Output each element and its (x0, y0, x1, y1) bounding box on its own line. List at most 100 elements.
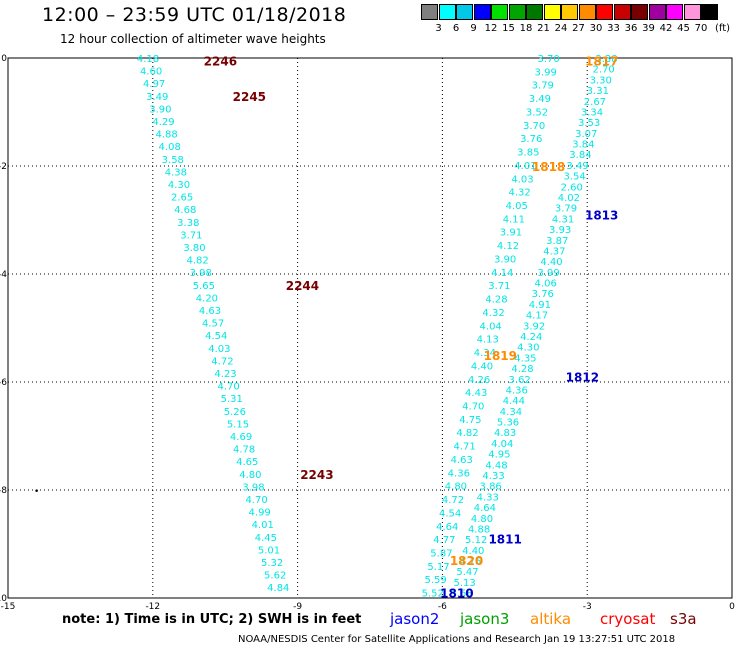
pass-time-label: 1817 (585, 55, 618, 69)
wave-height-value: 3.93 (549, 225, 571, 236)
wave-height-value: 3.99 (537, 268, 559, 279)
wave-height-value: 4.88 (468, 524, 490, 535)
wave-height-value: 5.59 (425, 575, 447, 586)
wave-height-value: 4.84 (267, 583, 289, 594)
wave-height-value: 4.40 (471, 361, 493, 372)
pass-time-label: 1818 (532, 160, 565, 174)
wave-height-value: 4.01 (252, 520, 274, 531)
wave-height-value: 4.01 (514, 161, 536, 172)
pass-time-label: 1810 (440, 587, 473, 601)
credit-line: NOAA/NESDIS Center for Satellite Applica… (238, 634, 676, 645)
legend-label: 24 (554, 23, 568, 34)
wave-height-value: 4.20 (196, 293, 218, 304)
wave-height-value: 4.29 (152, 117, 174, 128)
wave-height-value: 3.85 (517, 148, 539, 159)
wave-height-value: 4.80 (471, 514, 493, 525)
legend-label: 12 (484, 23, 498, 34)
wave-height-value: 4.68 (174, 205, 196, 216)
wave-height-value: 4.65 (236, 457, 258, 468)
wave-height-value: 5.47 (456, 567, 478, 578)
wave-height-value: 4.03 (208, 344, 230, 355)
wave-height-value: 4.14 (491, 268, 513, 279)
legend-label: 36 (624, 23, 638, 34)
wave-height-value: 5.31 (221, 394, 243, 405)
wave-height-value: 4.12 (497, 241, 519, 252)
wave-height-value: 3.84 (572, 140, 594, 151)
wave-height-value: 4.99 (249, 508, 271, 519)
legend-label: 15 (502, 23, 515, 34)
wave-height-value: 3.90 (149, 104, 171, 115)
wave-height-value: 5.87 (430, 549, 452, 560)
wave-height-value: 3.84 (569, 150, 591, 161)
wave-height-value: 3.31 (587, 86, 609, 97)
wave-height-value: 4.63 (199, 306, 221, 317)
wave-height-value: 2.65 (171, 193, 193, 204)
wave-height-value: 4.70 (245, 495, 267, 506)
wave-height-value: 4.38 (165, 167, 187, 178)
wave-height-value: 4.45 (255, 533, 277, 544)
legend-label: 45 (677, 23, 690, 34)
wave-height-value: 4.95 (488, 450, 510, 461)
legend-swatch (561, 4, 578, 20)
wave-height-value: 4.23 (214, 369, 236, 380)
satellite-name: s3a (670, 610, 697, 628)
wave-height-value: 4.82 (186, 256, 208, 267)
wave-height-value: 4.80 (239, 470, 261, 481)
wave-height-value: 5.15 (227, 419, 249, 430)
wave-height-value: 4.57 (202, 319, 224, 330)
legend-label: 42 (659, 23, 673, 34)
wave-height-value: 4.75 (459, 557, 481, 568)
wave-height-map: -15 -12 -9 -6 -3 0 0 -2 -4 -6 -8 -10 • 4.18 4.604.97 3.… (0, 54, 735, 610)
wave-height-value: 5.65 (193, 281, 215, 292)
legend-swatch (508, 4, 526, 20)
wave-height-value: 4.97 (143, 79, 165, 90)
wave-height-value: 4.26 (468, 375, 490, 386)
wave-height-value: 4.69 (230, 432, 252, 443)
legend-label: 33 (607, 23, 620, 34)
legend-label: 27 (572, 23, 585, 34)
wave-height-value: 4.44 (503, 396, 525, 407)
footer-note: note: 1) Time is in UTC; 2) SWH is in fe… (62, 612, 362, 627)
wave-height-value: 3.34 (581, 107, 603, 118)
wave-height-value: 4.70 (462, 401, 484, 412)
legend-swatch (421, 4, 438, 20)
wave-height-value: 4.06 (535, 279, 557, 290)
legend-swatch (578, 4, 596, 20)
wave-height-value: 4.72 (442, 495, 464, 506)
x-tick-label: -12 (145, 602, 160, 610)
x-tick-label: -9 (293, 602, 302, 610)
wave-height-value: 4.08 (159, 142, 181, 153)
legend-unit: (ft) (714, 23, 731, 34)
wave-height-value: 4.91 (529, 300, 551, 311)
wave-height-value: 4.71 (453, 442, 475, 453)
wave-height-value: 3.76 (532, 289, 554, 300)
wave-height-value: 3.52 (526, 107, 548, 118)
wave-height-value: 3.98 (242, 482, 264, 493)
legend-swatch (473, 4, 491, 20)
wave-height-value: 4.88 (155, 130, 177, 141)
wave-height-value: 3.70 (537, 54, 559, 65)
wave-height-value: 4.32 (482, 308, 504, 319)
wave-height-value: 5.12 (465, 535, 487, 546)
x-tick-label: -15 (1, 602, 16, 610)
wave-height-value: 4.04 (480, 321, 502, 332)
satellite-name: altika (530, 610, 572, 628)
satellite-name: cryosat (600, 610, 656, 628)
legend-swatch (596, 4, 613, 20)
y-tick-label: 0 (1, 54, 7, 64)
pass-time-label: 1811 (488, 533, 521, 547)
wave-height-value: 3.54 (564, 172, 586, 183)
x-tick-label: -6 (438, 602, 447, 610)
legend-label: 6 (452, 23, 460, 34)
wave-height-value: 5.36 (497, 418, 519, 429)
wave-height-value: 4.35 (514, 353, 536, 364)
legend-label: 30 (589, 23, 603, 34)
wave-height-value: 4.32 (508, 188, 530, 199)
legend-label: 70 (694, 23, 708, 34)
legend-swatch (683, 4, 701, 20)
legend-swatch (631, 4, 648, 20)
wave-height-value: 4.63 (451, 455, 473, 466)
pass-time-label: 2245 (233, 90, 266, 104)
legend-label: 3 (435, 23, 442, 34)
legend-label: 9 (470, 23, 477, 34)
